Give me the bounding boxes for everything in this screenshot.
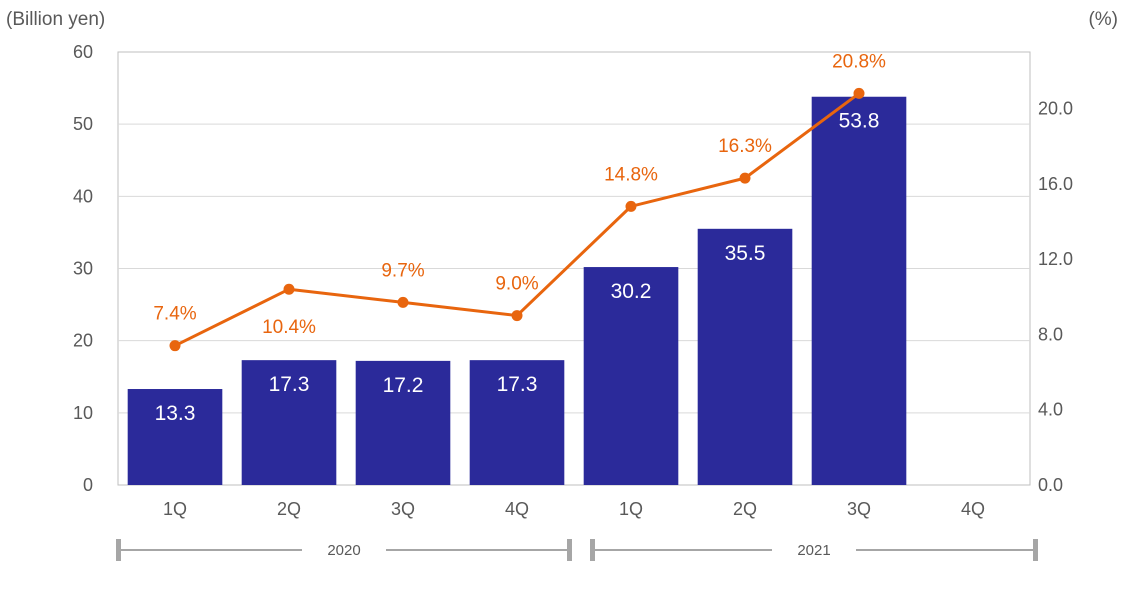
ratio-value-label: 14.8% — [604, 164, 658, 185]
x-tick-label: 3Q — [847, 499, 871, 519]
y-left-unit-label: (Billion yen) — [6, 9, 105, 30]
y-right-tick-label: 8.0 — [1038, 324, 1063, 344]
year-bracket-end — [1033, 539, 1038, 561]
y-left-tick-label: 50 — [73, 114, 93, 134]
x-tick-label: 4Q — [961, 499, 985, 519]
year-bracket-end — [567, 539, 572, 561]
ratio-value-label: 7.4% — [153, 304, 196, 325]
x-tick-label: 2Q — [277, 499, 301, 519]
ratio-value-label: 9.0% — [495, 274, 538, 295]
x-tick-label: 4Q — [505, 499, 529, 519]
x-tick-label: 1Q — [163, 499, 187, 519]
y-left-tick-label: 20 — [73, 331, 93, 351]
bar-value-label: 17.2 — [383, 374, 424, 397]
y-right-tick-label: 4.0 — [1038, 400, 1063, 420]
y-left-tick-label: 30 — [73, 259, 93, 279]
y-left-tick-label: 10 — [73, 403, 93, 423]
y-right-tick-label: 20.0 — [1038, 98, 1073, 118]
x-tick-label: 3Q — [391, 499, 415, 519]
ratio-value-label: 20.8% — [832, 51, 886, 72]
bar-value-label: 53.8 — [839, 110, 880, 133]
bar — [583, 267, 679, 485]
y-right-unit-label: (%) — [1088, 9, 1118, 30]
bar — [355, 360, 451, 485]
bar — [241, 360, 337, 485]
y-left-tick-label: 0 — [83, 475, 93, 495]
bar — [127, 389, 223, 485]
bar-value-label: 35.5 — [725, 242, 766, 265]
bar-value-label: 17.3 — [269, 373, 310, 396]
bar — [811, 96, 907, 485]
ratio-value-label: 10.4% — [262, 317, 316, 338]
year-bracket-end — [116, 539, 121, 561]
year-bracket-end — [590, 539, 595, 561]
y-right-tick-label: 16.0 — [1038, 174, 1073, 194]
bar-value-label: 17.3 — [497, 373, 538, 396]
bar-value-label: 30.2 — [611, 280, 652, 303]
ratio-value-label: 16.3% — [718, 136, 772, 157]
bar — [469, 360, 565, 485]
y-left-tick-label: 40 — [73, 186, 93, 206]
ratio-point — [283, 283, 295, 295]
y-right-tick-label: 12.0 — [1038, 249, 1073, 269]
ratio-value-label: 9.7% — [381, 260, 424, 281]
ratio-point — [169, 340, 181, 352]
bar-value-label: 13.3 — [155, 402, 196, 425]
ratio-point — [625, 200, 637, 212]
year-group-label: 2021 — [797, 542, 830, 559]
y-right-tick-label: 0.0 — [1038, 475, 1063, 495]
ratio-point — [739, 172, 751, 184]
ratio-point — [397, 296, 409, 308]
x-tick-label: 1Q — [619, 499, 643, 519]
ratio-point — [511, 310, 523, 322]
x-tick-label: 2Q — [733, 499, 757, 519]
y-left-tick-label: 60 — [73, 42, 93, 62]
year-group-label: 2020 — [327, 542, 360, 559]
bar — [697, 228, 793, 485]
ratio-point — [853, 87, 865, 99]
